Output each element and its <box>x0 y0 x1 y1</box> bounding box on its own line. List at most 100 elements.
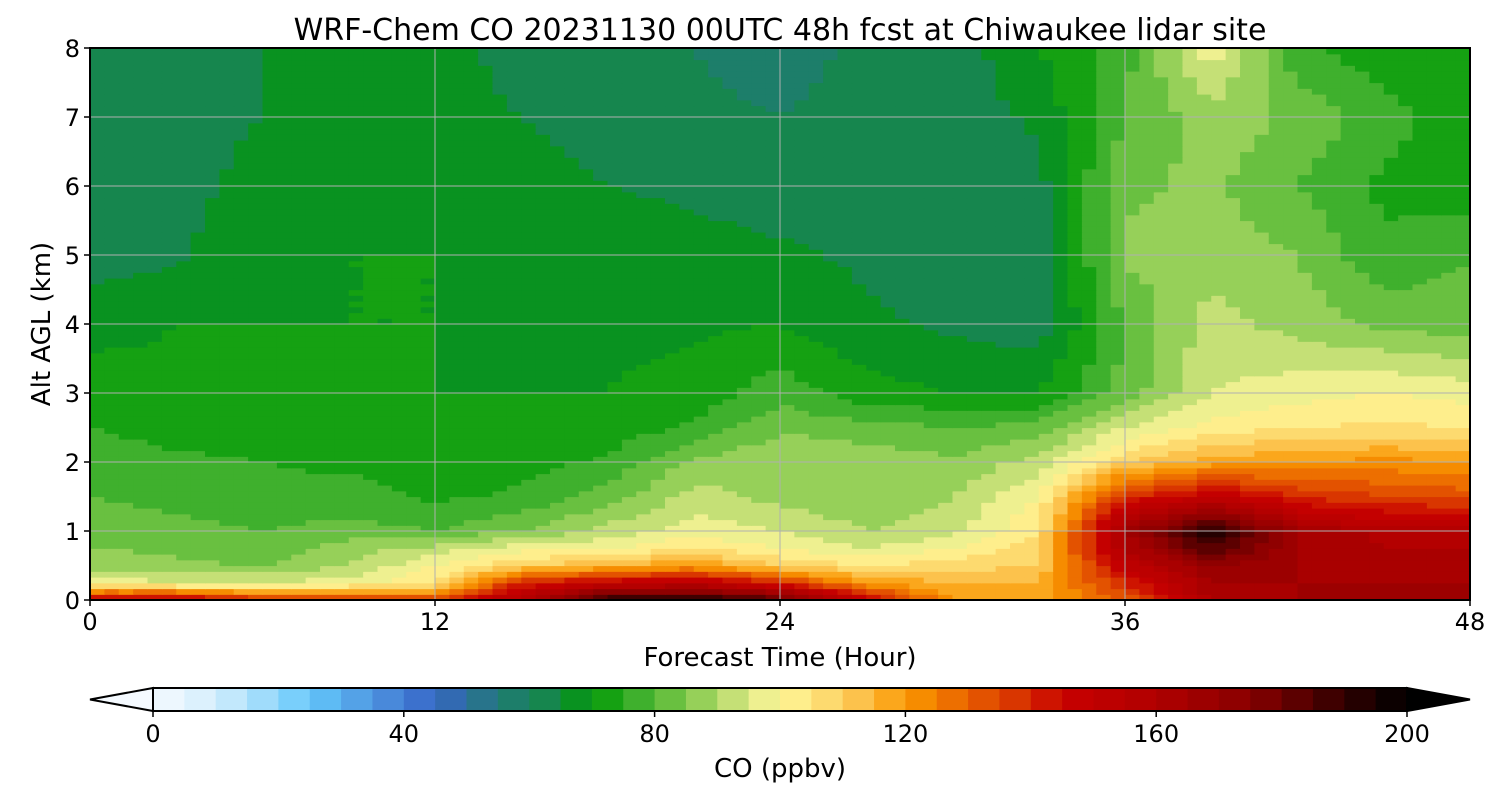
contour-cell <box>1311 364 1327 371</box>
contour-cell <box>420 444 436 452</box>
contour-cell <box>966 381 982 388</box>
contour-cell <box>1010 381 1025 388</box>
contour-cell <box>1067 341 1083 348</box>
contour-cell <box>765 485 781 492</box>
contour-cell <box>1067 467 1083 475</box>
contour-cell <box>1182 582 1198 590</box>
contour-cell <box>1326 364 1342 371</box>
contour-cell <box>679 398 695 406</box>
contour-cell <box>1096 387 1112 394</box>
contour-cell <box>1010 416 1025 423</box>
contour-cell <box>1240 508 1255 515</box>
contour-cell <box>406 502 422 509</box>
contour-cell <box>133 410 149 417</box>
contour-cell <box>981 318 997 325</box>
contour-cell <box>1139 393 1155 400</box>
contour-cell <box>506 306 522 314</box>
contour-cell <box>1081 554 1097 561</box>
contour-cell <box>305 347 321 354</box>
contour-cell <box>981 393 997 400</box>
contour-cell <box>377 588 393 595</box>
contour-cell <box>1067 450 1083 457</box>
contour-cell <box>1211 462 1227 469</box>
contour-cell <box>348 565 364 572</box>
contour-cell <box>621 456 637 463</box>
contour-cell <box>334 490 350 498</box>
contour-cell <box>219 312 235 319</box>
contour-cell <box>1369 335 1385 342</box>
contour-cell <box>1038 490 1054 498</box>
contour-cell <box>391 571 407 578</box>
contour-cell <box>1340 324 1356 331</box>
contour-cell <box>506 462 522 469</box>
contour-cell <box>851 531 867 538</box>
contour-cell <box>736 324 752 331</box>
contour-cell <box>104 571 120 578</box>
contour-cell <box>161 301 177 308</box>
contour-cell <box>708 594 724 601</box>
contour-cell <box>521 301 537 308</box>
contour-cell <box>851 433 867 440</box>
contour-cell <box>1096 490 1112 498</box>
contour-cell <box>722 439 738 446</box>
contour-cell <box>147 364 163 371</box>
contour-cell <box>1153 427 1169 434</box>
contour-cell <box>161 318 177 325</box>
contour-cell <box>535 525 551 532</box>
contour-cell <box>923 548 939 555</box>
contour-cell <box>952 519 968 526</box>
contour-cell <box>1168 381 1184 388</box>
contour-cell <box>1240 542 1255 549</box>
contour-cell <box>909 594 925 601</box>
contour-cell <box>578 525 594 532</box>
contour-cell <box>607 548 623 555</box>
contour-cell <box>205 387 220 394</box>
contour-cell <box>435 312 450 319</box>
contour-cell <box>578 594 594 601</box>
contour-cell <box>348 473 364 480</box>
contour-cell <box>995 427 1011 434</box>
contour-cell <box>808 513 824 521</box>
contour-cell <box>449 370 465 377</box>
contour-cell <box>1024 473 1040 480</box>
contour-cell <box>1125 531 1140 538</box>
contour-cell <box>823 370 839 377</box>
contour-cell <box>248 456 264 463</box>
contour-cell <box>966 370 982 377</box>
contour-cell <box>751 410 767 417</box>
contour-cell <box>564 329 580 337</box>
contour-cell <box>995 335 1011 342</box>
contour-cell <box>981 456 997 463</box>
contour-cell <box>535 542 551 549</box>
contour-cell <box>406 416 422 423</box>
contour-cell <box>1153 473 1169 480</box>
contour-cell <box>1038 594 1054 601</box>
contour-cell <box>1211 554 1227 561</box>
contour-cell <box>621 329 637 337</box>
contour-cell <box>1254 490 1270 498</box>
contour-cell <box>147 513 163 521</box>
contour-cell <box>435 525 450 532</box>
contour-cell <box>1081 456 1097 463</box>
contour-cell <box>693 404 709 411</box>
contour-cell <box>1125 479 1140 486</box>
contour-cell <box>248 525 264 532</box>
contour-cell <box>90 318 105 325</box>
contour-cell <box>995 565 1011 572</box>
contour-cell <box>909 467 925 475</box>
contour-cell <box>1240 301 1255 308</box>
contour-cell <box>363 456 379 463</box>
contour-cell <box>348 324 364 331</box>
contour-cell <box>966 485 982 492</box>
contour-cell <box>550 565 565 572</box>
contour-cell <box>1168 416 1184 423</box>
contour-cell <box>1297 473 1313 480</box>
contour-cell <box>636 479 652 486</box>
contour-cell <box>1038 375 1054 383</box>
contour-cell <box>1297 318 1313 325</box>
contour-cell <box>305 531 321 538</box>
contour-cell <box>233 341 249 348</box>
contour-cell <box>981 588 997 595</box>
contour-cell <box>823 433 839 440</box>
contour-cell <box>765 410 781 417</box>
